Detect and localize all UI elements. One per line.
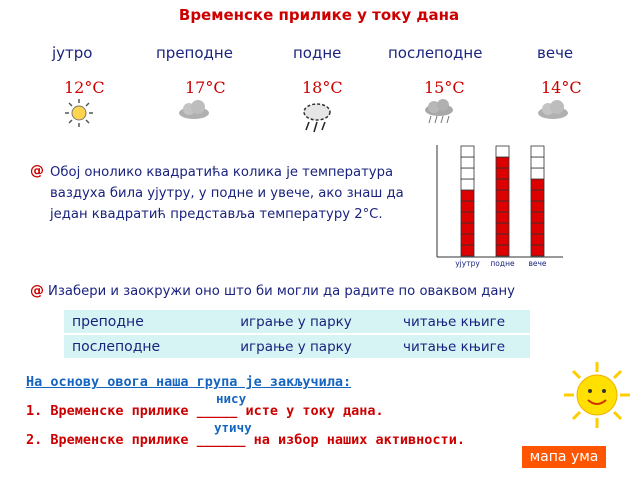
conclusion-line-2-suffix: на избор наших активности. xyxy=(253,432,465,448)
mind-map-button[interactable]: мапа ума xyxy=(522,446,606,468)
conclusion-line-2: 2. Временске прилике ______ на избор наш… xyxy=(26,432,465,448)
chart-square-filled xyxy=(460,211,475,224)
chart-square-filled xyxy=(495,178,510,191)
period-label-noon: подне xyxy=(293,44,342,62)
answer-line-2: утичу xyxy=(214,420,252,435)
temperature-square-chart: ујутру подне вече xyxy=(436,145,563,268)
activity-option[interactable]: читање књиге xyxy=(378,310,530,334)
temp-forenoon: 17°C xyxy=(185,78,226,97)
chart-square-filled xyxy=(495,167,510,180)
conclusion-line-1: 1. Временске прилике _____ исте у току д… xyxy=(26,403,384,419)
chart-square-filled xyxy=(495,156,510,169)
temp-morning: 12°C xyxy=(64,78,105,97)
instruction-choose-activity: Изабери и заокружи оно што би могли да р… xyxy=(48,284,515,299)
answer-line-1: нису xyxy=(216,391,247,406)
period-label-morning: јутро xyxy=(52,44,93,62)
chart-square-empty xyxy=(460,145,475,158)
chart-category-label: подне xyxy=(490,259,515,268)
chart-category-label: ујутру xyxy=(455,259,480,268)
chart-square-filled xyxy=(495,189,510,202)
chart-square-filled xyxy=(495,200,510,213)
period-label-evening: вече xyxy=(537,44,574,62)
chart-square-filled xyxy=(460,200,475,213)
chart-square-empty xyxy=(530,145,545,158)
conclusion-line-2-prefix: 2. Временске прилике xyxy=(26,432,189,448)
sun-icon xyxy=(65,99,93,127)
chart-square-filled xyxy=(460,233,475,246)
bullet-icon: @ xyxy=(30,283,44,299)
chart-square-empty xyxy=(530,167,545,180)
bullet-icon: @ xyxy=(30,163,44,179)
chart-square-filled xyxy=(495,244,510,257)
chart-square-filled xyxy=(530,189,545,202)
chart-square-filled xyxy=(530,233,545,246)
chart-square-filled xyxy=(495,233,510,246)
chart-square-filled xyxy=(495,211,510,224)
instruction-color-squares: Обој онолико квадратића колика је темпер… xyxy=(50,165,404,222)
activities-table: преподне играње у парку читање књиге пос… xyxy=(64,310,530,358)
chart-square-filled xyxy=(495,222,510,235)
chart-square-filled xyxy=(530,200,545,213)
conclusion-line-1-suffix: исте у току дана. xyxy=(245,403,384,419)
activity-period: послеподне xyxy=(64,333,214,358)
rain-cloud-icon xyxy=(425,99,453,124)
temp-noon: 18°C xyxy=(302,78,343,97)
chart-square-empty xyxy=(460,167,475,180)
activity-option[interactable]: играње у парку xyxy=(214,310,379,334)
period-label-afternoon: послеподне xyxy=(388,44,483,62)
conclusion-line-1-prefix: 1. Временске прилике xyxy=(26,403,189,419)
period-label-forenoon: преподне xyxy=(156,44,233,62)
chart-square-filled xyxy=(460,189,475,202)
chart-square-empty xyxy=(460,178,475,191)
chart-square-empty xyxy=(495,145,510,158)
temp-evening: 14°C xyxy=(541,78,582,97)
chart-square-filled xyxy=(460,244,475,257)
chart-square-filled xyxy=(530,178,545,191)
page-title: Временске прилике у току дана xyxy=(178,6,460,24)
activity-option[interactable]: читање књиге xyxy=(378,333,530,358)
storm-cloud-icon xyxy=(303,103,331,133)
cloud-icon xyxy=(179,100,209,119)
chart-square-filled xyxy=(530,222,545,235)
chart-square-filled xyxy=(460,222,475,235)
activity-option[interactable]: играње у парку xyxy=(214,333,379,358)
conclusion-heading: На основу овога наша група је закључила: xyxy=(26,374,352,390)
table-row: преподне играње у парку читање књиге xyxy=(64,310,530,334)
activity-period: преподне xyxy=(64,310,214,334)
chart-square-empty xyxy=(460,156,475,169)
chart-square-filled xyxy=(530,211,545,224)
temp-afternoon: 15°C xyxy=(424,78,465,97)
table-row: послеподне играње у парку читање књиге xyxy=(64,333,530,358)
conclusion-line-1-blank: _____ xyxy=(196,403,238,419)
chart-square-empty xyxy=(530,156,545,169)
cloud-icon xyxy=(538,100,568,119)
chart-square-filled xyxy=(530,244,545,257)
conclusion-line-2-blank: ______ xyxy=(196,432,246,448)
chart-category-label: вече xyxy=(528,259,546,268)
smiling-sun-icon xyxy=(564,362,630,428)
